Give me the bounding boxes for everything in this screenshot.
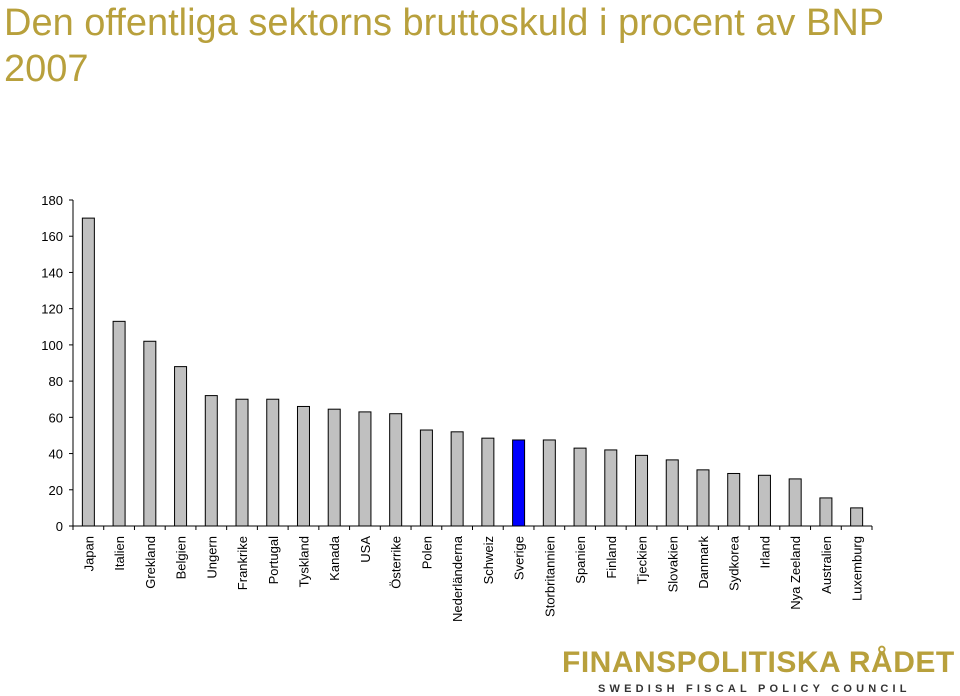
bar-tyskland <box>296 405 310 527</box>
y-tick-label: 80 <box>49 374 63 389</box>
bar-storbritannien <box>542 439 556 527</box>
bar-nya-zeeland <box>788 478 802 527</box>
y-tick-label: 40 <box>49 447 63 462</box>
bar-nederländerna <box>450 431 464 527</box>
x-tick-label: Portugal <box>266 536 281 585</box>
bar-sydkorea <box>727 472 741 527</box>
bar-belgien <box>174 366 188 527</box>
bar-spanien <box>573 447 587 527</box>
bar-kanada <box>327 408 341 527</box>
x-tick-label: Ungern <box>204 536 219 579</box>
bar-luxemburg <box>850 507 864 527</box>
bar-irland <box>757 474 771 527</box>
x-tick-label: Luxemburg <box>850 536 865 601</box>
x-tick-label: Frankrike <box>235 536 250 590</box>
bar-usa <box>358 411 372 527</box>
brand-logo: FINANSPOLITISKA RÅDET SWEDISH FISCAL POL… <box>562 646 958 696</box>
bar-polen <box>419 429 433 527</box>
x-tick-label: Australien <box>819 536 834 594</box>
bar-japan <box>81 217 95 527</box>
x-tick-label: Nya Zeeland <box>788 536 803 610</box>
x-tick-label: Danmark <box>696 536 711 589</box>
y-tick-label: 0 <box>56 519 63 534</box>
x-tick-label: USA <box>358 536 373 563</box>
bar-portugal <box>266 398 280 527</box>
bar-danmark <box>696 469 710 527</box>
x-tick-label: Irland <box>757 536 772 569</box>
bar-slovakien <box>665 459 679 527</box>
bar-sverige <box>512 439 526 527</box>
x-tick-label: Japan <box>81 536 96 571</box>
y-tick-label: 140 <box>41 265 63 280</box>
x-tick-label: Grekland <box>143 536 158 589</box>
y-tick-label: 60 <box>49 410 63 425</box>
x-tick-label: Schweiz <box>481 536 496 584</box>
y-tick-label: 160 <box>41 229 63 244</box>
x-tick-label: Tyskland <box>296 536 311 587</box>
y-tick-label: 120 <box>41 302 63 317</box>
y-tick-label: 100 <box>41 338 63 353</box>
chart-title: Den offentliga sektorns bruttoskuld i pr… <box>4 2 884 90</box>
x-tick-label: Finland <box>604 536 619 579</box>
bar-italien <box>112 320 126 527</box>
x-tick-label: Spanien <box>573 536 588 584</box>
x-tick-label: Storbritannien <box>542 536 557 617</box>
x-tick-label: Österrike <box>389 536 404 589</box>
y-tick-label: 180 <box>41 193 63 208</box>
x-tick-label: Polen <box>419 536 434 569</box>
x-tick-label: Tjeckien <box>635 536 650 584</box>
x-tick-label: Sydkorea <box>727 535 742 591</box>
x-tick-label: Kanada <box>327 535 342 581</box>
bar-australien <box>819 497 833 527</box>
x-tick-label: Belgien <box>174 536 189 579</box>
bars <box>81 217 864 527</box>
bar-ungern <box>204 395 218 527</box>
bar-tjeckien <box>635 454 649 527</box>
brand-name: FINANSPOLITISKA RÅDET <box>562 646 955 679</box>
y-axis: 0 20 40 60 80 100 120 140 160 180 <box>41 193 873 534</box>
x-tick-label: Slovakien <box>665 536 680 592</box>
brand-subtitle: SWEDISH FISCAL POLICY COUNCIL <box>598 683 911 695</box>
x-tick-label: Sverige <box>512 536 527 580</box>
x-tick-label: Italien <box>112 536 127 571</box>
bar-frankrike <box>235 398 249 527</box>
x-tick-label: Nederländerna <box>450 535 465 622</box>
bar-finland <box>604 449 618 527</box>
y-tick-label: 20 <box>49 483 63 498</box>
bar-grekland <box>143 340 157 527</box>
bar-schweiz <box>481 437 495 527</box>
bar-österrike <box>389 413 403 527</box>
x-axis-labels: Japan Italien Grekland Belgien Ungern Frankri… <box>81 535 864 622</box>
